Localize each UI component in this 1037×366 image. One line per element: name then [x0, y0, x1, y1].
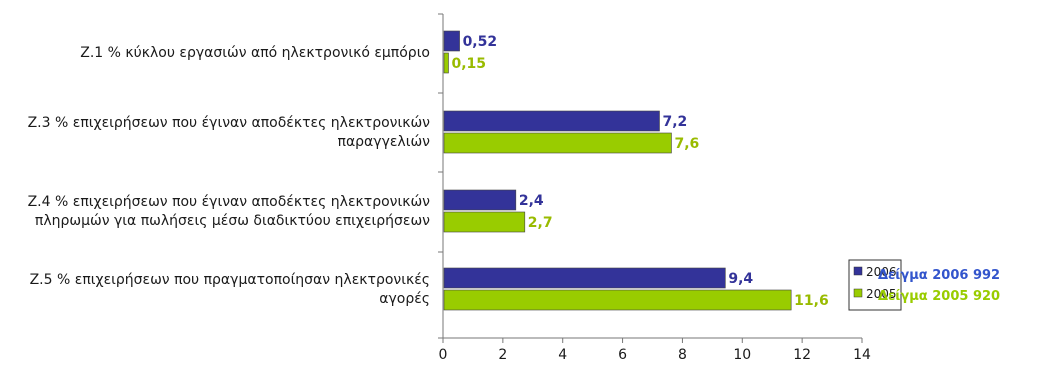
legend-label-2006: 2006 — [866, 265, 897, 279]
bar-2005-2 — [443, 211, 526, 233]
bar-2005-3 — [443, 289, 792, 311]
data-label-2006-0: 0,52 — [463, 34, 498, 50]
sample-note-2006: Δείγμα 2006 992 — [878, 268, 1001, 283]
category-label: Ζ.4 % επιχειρήσεων που έγιναν αποδέκτες … — [27, 194, 430, 229]
x-tick-label-2: 4 — [558, 347, 567, 363]
legend-swatch-2005 — [853, 288, 863, 298]
x-tick-label-3: 6 — [618, 347, 627, 363]
category-label: Ζ.3 % επιχειρήσεων που έγιναν αποδέκτες … — [27, 115, 430, 150]
legend-swatch-2006 — [853, 266, 863, 276]
bar-2005-0 — [443, 52, 449, 74]
data-label-2005-3: 11,6 — [794, 293, 829, 309]
data-label-2005-1: 7,6 — [674, 136, 699, 152]
category-label: Ζ.1 % κύκλου εργασιών από ηλεκτρονικό εμ… — [80, 44, 430, 61]
data-label-2006-1: 7,2 — [662, 114, 687, 130]
bar-2006-3 — [443, 267, 726, 289]
category-label: Ζ.5 % επιχειρήσεων που πραγματοποίησαν η… — [29, 272, 430, 307]
x-tick-label-6: 12 — [793, 347, 811, 363]
data-label-2005-2: 2,7 — [528, 215, 553, 231]
bar-2006-2 — [443, 189, 517, 211]
bar-2006-1 — [443, 110, 660, 132]
bar-2006-0 — [443, 30, 460, 52]
bar-2005-1 — [443, 132, 672, 154]
x-tick-label-4: 8 — [678, 347, 687, 363]
sample-note-2005: Δείγμα 2005 920 — [878, 289, 1001, 304]
x-tick-label-0: 0 — [439, 347, 448, 363]
data-label-2006-2: 2,4 — [519, 193, 544, 209]
x-tick-label-7: 14 — [853, 347, 871, 363]
x-tick-label-1: 2 — [498, 347, 507, 363]
data-label-2006-3: 9,4 — [728, 271, 753, 287]
data-label-2005-0: 0,15 — [451, 56, 486, 72]
x-tick-label-5: 10 — [733, 347, 751, 363]
legend-label-2005: 2005 — [866, 287, 897, 301]
